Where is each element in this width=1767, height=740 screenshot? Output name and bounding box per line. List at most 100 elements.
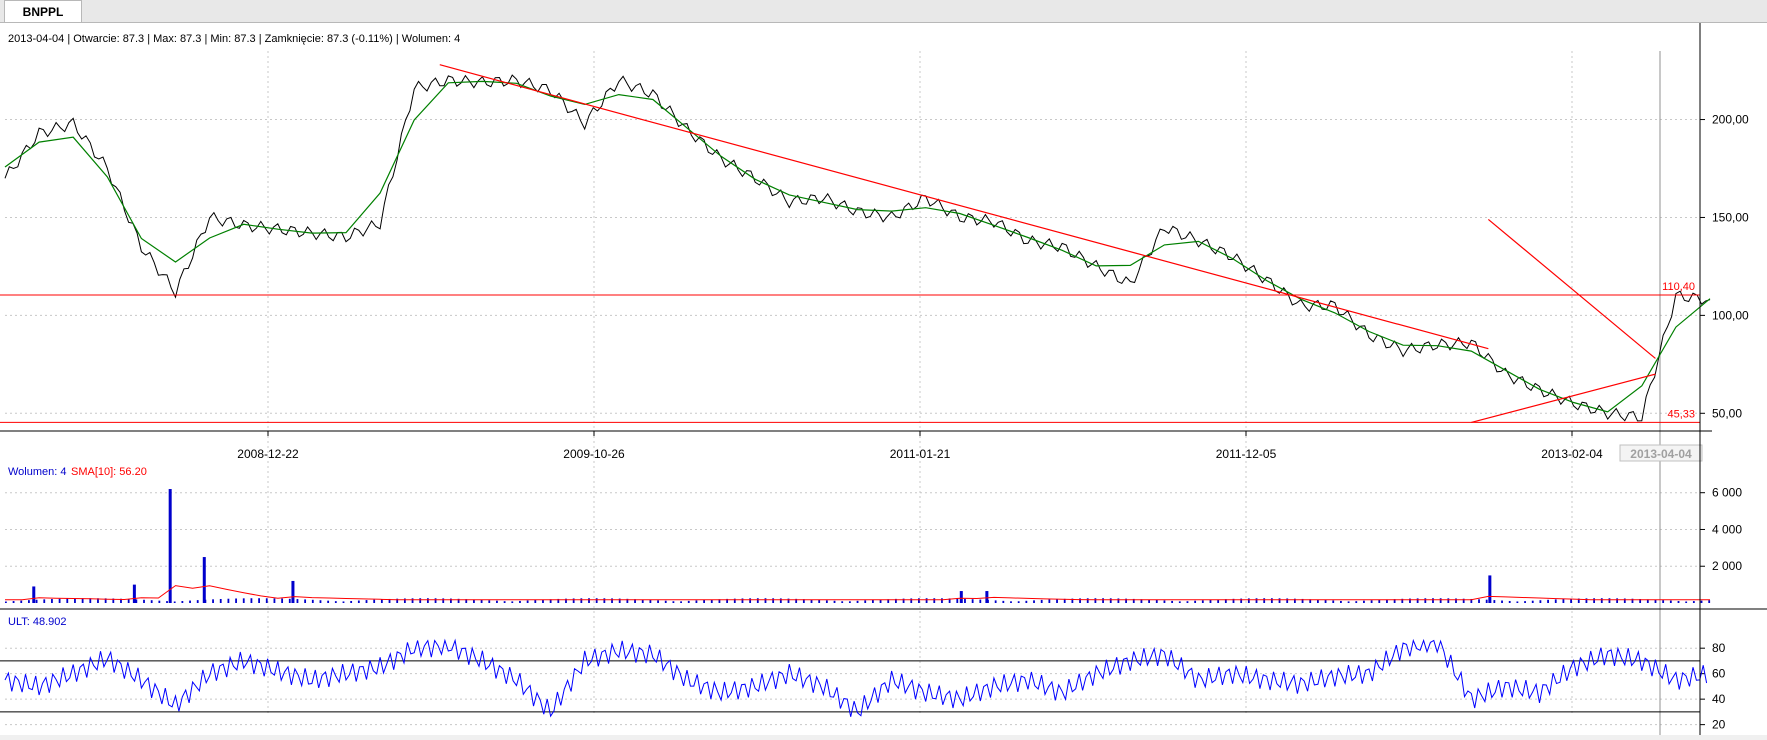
- x-tick-label: 2013-02-04: [1541, 447, 1603, 461]
- volume-bar: [971, 599, 974, 603]
- volume-bar: [879, 599, 882, 603]
- volume-bar: [864, 600, 867, 603]
- volume-bar: [549, 599, 552, 603]
- volume-bar: [1470, 598, 1473, 603]
- volume-sma-line: [5, 585, 1710, 601]
- volume-bar: [20, 600, 23, 603]
- volume-bar: [1508, 600, 1511, 603]
- volume-bar: [1171, 600, 1174, 603]
- x-tick-label: 2011-12-05: [1216, 447, 1277, 461]
- volume-bar: [1209, 599, 1212, 603]
- volume-bar: [334, 601, 337, 603]
- volume-bar: [1132, 598, 1135, 603]
- trendline: [439, 64, 1489, 350]
- volume-bar: [565, 598, 567, 603]
- volume-bar: [1616, 598, 1619, 603]
- volume-bar: [1700, 600, 1703, 603]
- volume-bar: [657, 600, 659, 603]
- volume-bar: [1685, 601, 1688, 603]
- x-tick-label: 2009-10-26: [563, 447, 625, 461]
- volume-bar: [281, 598, 284, 603]
- volume-bar: [1324, 600, 1327, 603]
- panel-dividers: [0, 23, 1767, 735]
- volume-bar: [948, 598, 951, 603]
- volume-bar: [1194, 600, 1197, 603]
- volume-bar: [1485, 599, 1488, 603]
- volume-bar: [74, 598, 76, 603]
- volume-bar: [1071, 598, 1074, 603]
- volume-bar: [150, 600, 153, 603]
- volume-bar: [634, 599, 636, 603]
- volume-bar: [580, 598, 583, 603]
- volume-bar: [848, 601, 851, 603]
- volume-bar: [1432, 598, 1434, 603]
- volume-bar: [43, 599, 46, 603]
- volume-bar: [158, 600, 161, 603]
- volume-bar: [519, 600, 521, 603]
- ult-panel: 20 40 60 80: [0, 638, 1726, 732]
- volume-bar: [772, 598, 775, 603]
- volume-bar: [411, 598, 414, 603]
- level-label: 110,40: [1662, 281, 1695, 293]
- volume-bar: [985, 591, 989, 603]
- volume-bar: [918, 598, 920, 603]
- volume-bar: [442, 598, 445, 603]
- volume-bar: [1631, 598, 1634, 603]
- y-tick-label: 150,00: [1712, 210, 1749, 224]
- grid: [5, 51, 1700, 726]
- volume-bar: [611, 598, 613, 603]
- volume-bar: [902, 598, 905, 603]
- volume-bar: [1593, 598, 1596, 603]
- volume-bar: [81, 598, 84, 603]
- volume-bar: [132, 584, 136, 603]
- volume-bar: [127, 599, 130, 603]
- volume-bar: [1079, 598, 1081, 603]
- volume-bar: [1155, 600, 1158, 603]
- volume-bar: [1040, 599, 1043, 603]
- volume-bar: [964, 598, 966, 603]
- chart-svg[interactable]: 2008-12-22 2009-10-26 2011-01-21 2011-12-05…: [0, 23, 1767, 735]
- y-tick-label: 60: [1712, 667, 1726, 681]
- volume-bar: [1033, 600, 1035, 603]
- chart-background: [0, 23, 1767, 735]
- volume-bar: [910, 598, 913, 603]
- volume-bar: [1416, 598, 1419, 603]
- volume-bar: [841, 601, 844, 603]
- volume-bar: [779, 598, 782, 603]
- volume-bar: [1102, 598, 1104, 603]
- volume-bar: [1178, 601, 1181, 603]
- volume-bar: [1531, 600, 1534, 603]
- volume-bar: [1148, 599, 1151, 603]
- volume-bar: [143, 599, 145, 603]
- volume-bar: [810, 599, 813, 603]
- volume-bar: [1163, 600, 1166, 603]
- volume-bar: [618, 598, 621, 603]
- volume-bar: [434, 598, 437, 603]
- volume-bar: [35, 599, 38, 603]
- volume-bar: [895, 598, 897, 603]
- volume-bar: [319, 600, 322, 603]
- volume-bar: [1048, 599, 1051, 603]
- volume-bar: [1692, 601, 1695, 603]
- volume-bar: [511, 601, 514, 603]
- volume-bar: [1554, 599, 1557, 603]
- volume-bar: [1577, 598, 1580, 603]
- volume-bar: [695, 600, 698, 603]
- tab-bnppl[interactable]: BNPPL: [4, 0, 82, 22]
- volume-bar: [1370, 600, 1373, 603]
- volume-bar: [1488, 575, 1492, 603]
- volume-bar: [1393, 599, 1396, 603]
- volume-bar: [979, 599, 982, 603]
- price-panel: 2008-12-22 2009-10-26 2011-01-21 2011-12-05…: [0, 51, 1749, 735]
- volume-bar: [1654, 599, 1657, 603]
- volume-bar: [1493, 600, 1496, 603]
- volume-bar: [311, 599, 314, 603]
- volume-bar: [1462, 598, 1465, 603]
- volume-bar: [749, 598, 752, 603]
- volume-bar: [350, 600, 353, 603]
- volume-bar: [419, 598, 422, 603]
- volume-bar: [1363, 600, 1365, 603]
- y-tick-label: 4 000: [1712, 522, 1742, 536]
- volume-label: Wolumen: 4: [8, 466, 67, 478]
- volume-bar: [250, 598, 253, 603]
